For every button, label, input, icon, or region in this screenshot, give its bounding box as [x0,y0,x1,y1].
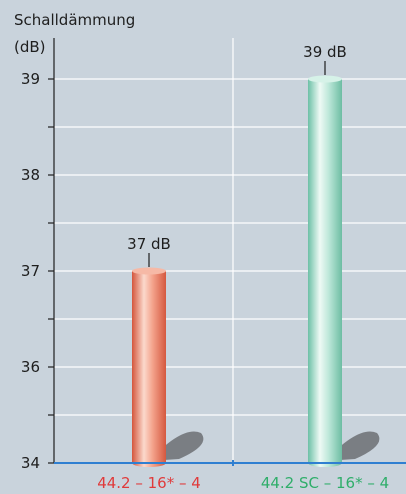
axes [48,38,406,466]
bar-top [132,267,166,275]
y-tick-label: 36 [21,358,40,376]
category-label: 44.2 – 16* – 4 [97,474,201,492]
gridlines [54,38,406,463]
value-labels: 37 dB 39 dB [127,43,347,267]
y-tick-label: 37 [21,262,40,280]
bar-shadows [149,431,380,461]
bar-top [308,75,342,83]
y-axis-title: Schalldämmung [14,11,135,29]
bar [308,79,342,463]
category-labels: 44.2 – 16* – 4 44.2 SC – 16* – 4 [97,474,389,492]
y-tick-labels: 34 36 37 38 39 [21,70,40,472]
y-tick-label: 38 [21,166,40,184]
bars [132,75,342,467]
category-label: 44.2 SC – 16* – 4 [261,474,389,492]
bar [132,271,166,463]
y-axis-unit: (dB) [14,38,46,56]
y-tick-label: 34 [21,454,40,472]
y-tick-label: 39 [21,70,40,88]
value-label: 37 dB [127,235,171,253]
value-label: 39 dB [303,43,347,61]
